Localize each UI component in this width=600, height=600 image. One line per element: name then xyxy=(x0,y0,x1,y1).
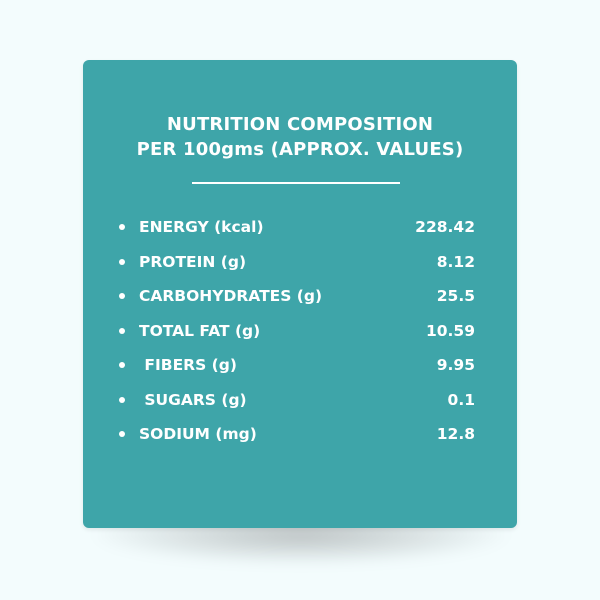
bullet-icon xyxy=(119,327,125,334)
nutrition-card: NUTRITION COMPOSITION PER 100gms (APPROX… xyxy=(83,60,517,528)
title-divider xyxy=(192,182,400,184)
nutrient-label: ENERGY (kcal) xyxy=(139,218,264,236)
nutrient-label: SODIUM (mg) xyxy=(139,425,257,443)
nutrient-list: ENERGY (kcal) 228.42 PROTEIN (g) 8.12 CA… xyxy=(119,215,475,457)
bullet-icon xyxy=(119,258,125,265)
nutrient-value: 8.12 xyxy=(436,252,475,271)
nutrient-value: 228.42 xyxy=(415,218,475,236)
nutrient-row-total-fat: TOTAL FAT (g) 10.59 xyxy=(119,319,475,354)
nutrient-label: FIBERS (g) xyxy=(139,356,237,374)
nutrition-title: NUTRITION COMPOSITION PER 100gms (APPROX… xyxy=(83,112,517,162)
title-line-1: NUTRITION COMPOSITION xyxy=(166,114,434,135)
title-line-2: PER 100gms (APPROX. VALUES) xyxy=(136,139,464,160)
nutrient-row-protein: PROTEIN (g) 8.12 xyxy=(119,250,475,285)
nutrient-label: PROTEIN (g) xyxy=(139,252,247,271)
nutrient-row-carbohydrates: CARBOHYDRATES (g) 25.5 xyxy=(119,284,475,319)
nutrient-row-sugars: SUGARS (g) 0.1 xyxy=(119,388,475,423)
nutrient-value: 10.59 xyxy=(425,321,475,340)
bullet-icon xyxy=(119,224,125,230)
nutrient-value: 9.95 xyxy=(436,356,475,374)
nutrient-label: SUGARS (g) xyxy=(139,390,247,409)
bullet-icon xyxy=(119,362,125,368)
nutrient-row-energy: ENERGY (kcal) 228.42 xyxy=(119,215,475,250)
nutrient-value: 0.1 xyxy=(447,390,475,409)
bullet-icon xyxy=(119,396,125,403)
nutrient-label: CARBOHYDRATES (g) xyxy=(139,287,323,305)
bullet-icon xyxy=(119,293,125,299)
nutrient-value: 12.8 xyxy=(436,425,475,443)
nutrient-label: TOTAL FAT (g) xyxy=(139,321,261,340)
nutrient-row-fibers: FIBERS (g) 9.95 xyxy=(119,353,475,388)
nutrient-value: 25.5 xyxy=(436,287,475,305)
bullet-icon xyxy=(119,431,125,437)
nutrient-row-sodium: SODIUM (mg) 12.8 xyxy=(119,422,475,457)
